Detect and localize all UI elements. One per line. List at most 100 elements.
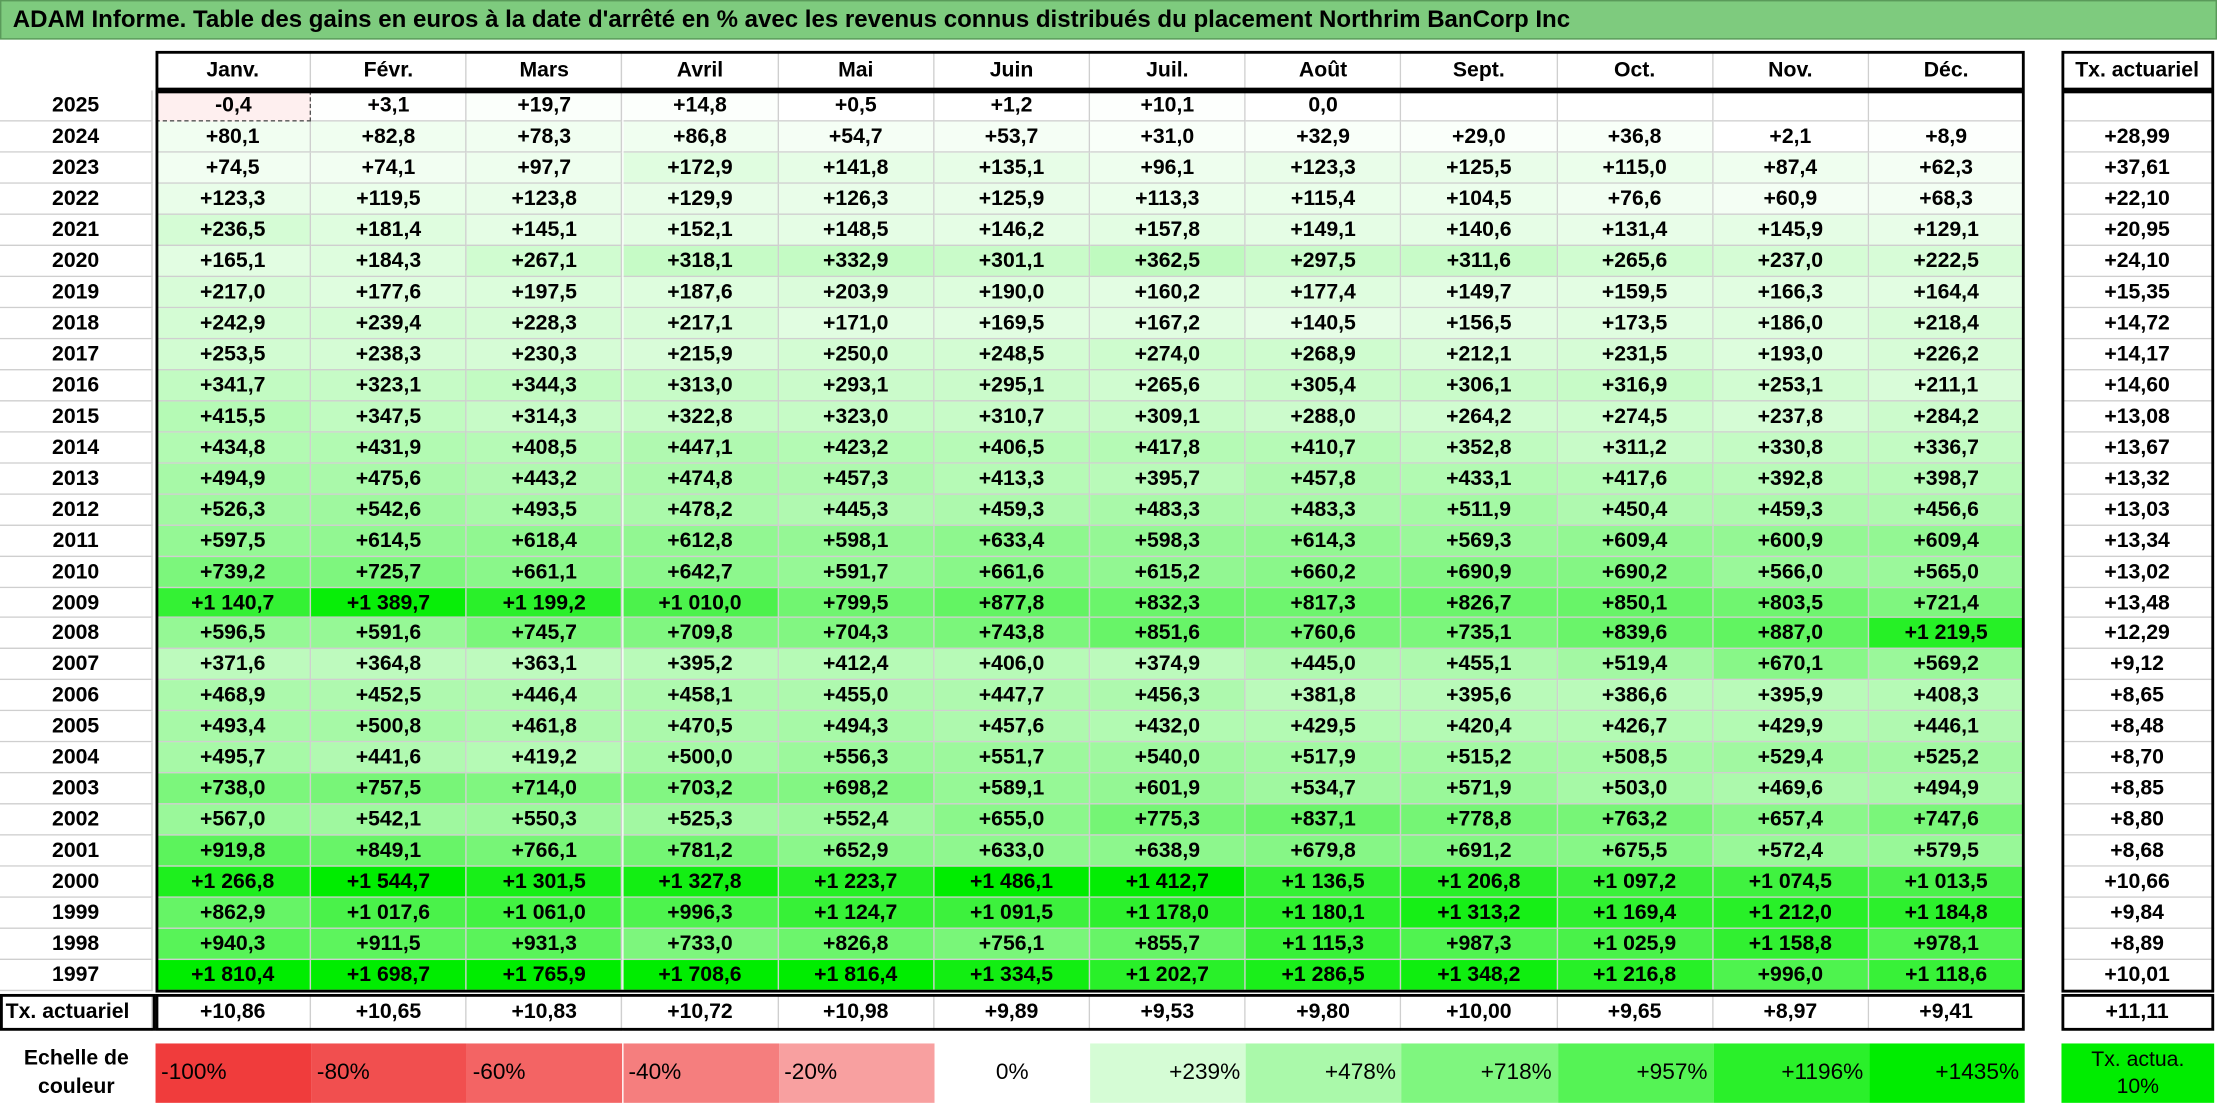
footer-cell: +10,83 (467, 994, 623, 1031)
value-cell: +126,3 (778, 183, 935, 215)
value-cell: -0,4 (155, 90, 312, 122)
value-cell: +940,3 (155, 929, 312, 961)
total-cell: +14,60 (2061, 370, 2215, 402)
value-cell: +123,3 (1245, 152, 1402, 184)
value-cell: +441,6 (311, 742, 468, 774)
year-label: 2001 (0, 835, 153, 868)
value-cell: +1 074,5 (1713, 867, 1869, 899)
value-cell: +1 327,8 (622, 867, 779, 899)
footer-cell: +10,00 (1401, 994, 1558, 1031)
total-cell: +10,66 (2061, 867, 2215, 899)
value-cell: +297,5 (1245, 245, 1402, 277)
value-cell: +395,2 (622, 649, 779, 681)
value-cell: +996,0 (1713, 960, 1869, 992)
value-cell: +1,2 (934, 90, 1091, 122)
value-cell: +152,1 (622, 214, 779, 246)
value-cell: +525,3 (622, 804, 779, 836)
value-cell: +447,1 (622, 432, 779, 464)
total-cell: +37,61 (2061, 152, 2215, 184)
value-cell: +362,5 (1090, 245, 1246, 277)
value-cell: +1 708,6 (622, 960, 779, 992)
value-cell: +690,9 (1401, 556, 1558, 588)
value-cell: +177,4 (1245, 276, 1402, 308)
value-cell: +1 178,0 (1090, 898, 1246, 930)
value-cell: +288,0 (1245, 401, 1402, 433)
value-cell: +10,1 (1090, 90, 1246, 122)
legend-item: +1435% (1868, 1043, 2025, 1103)
value-cell: +301,1 (934, 245, 1091, 277)
value-cell: +237,0 (1713, 245, 1869, 277)
value-cell: +1 202,7 (1090, 960, 1246, 992)
value-cell: +826,7 (1401, 587, 1558, 619)
legend-item: +239% (1090, 1043, 1246, 1103)
value-cell: +323,1 (311, 370, 468, 402)
value-cell: +135,1 (934, 152, 1091, 184)
value-cell: +374,9 (1090, 649, 1246, 681)
value-cell: +455,0 (778, 680, 935, 712)
value-cell: +160,2 (1090, 276, 1246, 308)
value-cell: +2,1 (1713, 121, 1869, 153)
value-cell: +140,5 (1245, 307, 1402, 339)
value-cell: +284,2 (1868, 401, 2025, 433)
value-cell: +445,3 (778, 494, 935, 526)
value-cell: +218,4 (1868, 307, 2025, 339)
value-cell: +97,7 (467, 152, 623, 184)
value-cell: +166,3 (1713, 276, 1869, 308)
value-cell: +657,4 (1713, 804, 1869, 836)
value-cell: +670,1 (1713, 649, 1869, 681)
value-cell: +919,8 (155, 835, 312, 868)
value-cell: +173,5 (1557, 307, 1714, 339)
legend-item: -80% (311, 1043, 468, 1103)
value-cell: +803,5 (1713, 587, 1869, 619)
value-cell: +412,4 (778, 649, 935, 681)
value-cell: +760,6 (1245, 618, 1402, 650)
value-cell: +542,1 (311, 804, 468, 836)
value-cell: +552,4 (778, 804, 935, 836)
value-cell: +566,0 (1713, 556, 1869, 588)
year-label: 2000 (0, 867, 153, 899)
column-header: Mars (467, 50, 623, 91)
value-cell: +434,8 (155, 432, 312, 464)
value-cell: +318,1 (622, 245, 779, 277)
value-cell: +1 013,5 (1868, 867, 2025, 899)
value-cell: +433,1 (1401, 463, 1558, 495)
year-label: 1998 (0, 929, 153, 961)
value-cell: +598,1 (778, 525, 935, 557)
total-cell: +20,95 (2061, 214, 2215, 246)
value-cell: +817,3 (1245, 587, 1402, 619)
value-cell: +500,8 (311, 711, 468, 743)
value-cell: +679,8 (1245, 835, 1402, 868)
value-cell: +839,6 (1557, 618, 1714, 650)
value-cell: +589,1 (934, 773, 1091, 805)
value-cell: +36,8 (1557, 121, 1714, 153)
value-cell: +165,1 (155, 245, 312, 277)
value-cell: +709,8 (622, 618, 779, 650)
value-cell: +217,1 (622, 307, 779, 339)
value-cell: +123,8 (467, 183, 623, 215)
value-cell: +597,5 (155, 525, 312, 557)
value-cell: +601,9 (1090, 773, 1246, 805)
value-cell: +690,2 (1557, 556, 1714, 588)
value-cell: +826,8 (778, 929, 935, 961)
value-cell: +313,0 (622, 370, 779, 402)
total-cell: +8,85 (2061, 773, 2215, 805)
value-cell: +721,4 (1868, 587, 2025, 619)
legend-item: -60% (467, 1043, 623, 1103)
value-cell: +230,3 (467, 338, 623, 371)
value-cell: +274,5 (1557, 401, 1714, 433)
total-cell: +28,99 (2061, 121, 2215, 153)
value-cell: 0,0 (1245, 90, 1402, 122)
value-cell: +190,0 (934, 276, 1091, 308)
legend-item: 0% (934, 1043, 1091, 1103)
value-cell: +1 389,7 (311, 587, 468, 619)
value-cell: +745,7 (467, 618, 623, 650)
legend-item: -20% (778, 1043, 935, 1103)
value-cell: +1 025,9 (1557, 929, 1714, 961)
year-label: 2009 (0, 587, 153, 619)
value-cell: +1 765,9 (467, 960, 623, 992)
value-cell: +591,7 (778, 556, 935, 588)
value-cell: +733,0 (622, 929, 779, 961)
value-cell: +1 486,1 (934, 867, 1091, 899)
value-cell: +457,3 (778, 463, 935, 495)
value-cell: +87,4 (1713, 152, 1869, 184)
